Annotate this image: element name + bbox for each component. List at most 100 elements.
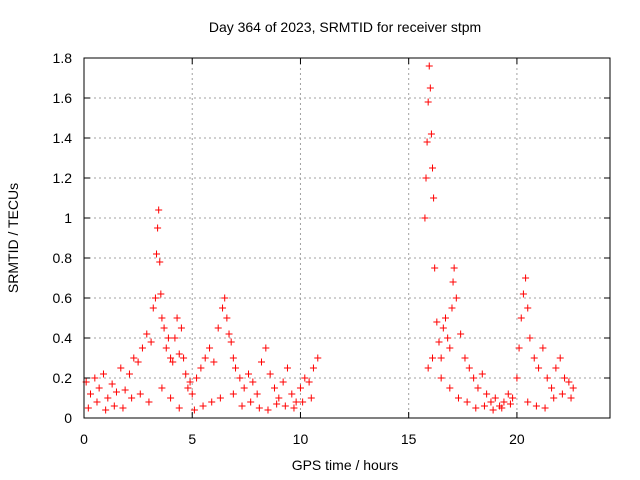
data-point <box>210 358 218 366</box>
data-point <box>229 354 237 362</box>
data-point <box>175 350 183 358</box>
data-point <box>437 374 445 382</box>
data-point <box>214 324 222 332</box>
y-tick-label: 1.6 <box>53 90 73 106</box>
data-point <box>292 398 300 406</box>
data-point <box>93 398 101 406</box>
data-point <box>279 378 287 386</box>
data-point <box>491 394 499 402</box>
data-point <box>552 364 560 372</box>
chart-title: Day 364 of 2023, SRMTID for receiver stp… <box>209 19 481 35</box>
data-point <box>143 330 151 338</box>
data-point <box>430 194 438 202</box>
data-point <box>524 304 532 312</box>
y-tick-label: 0 <box>64 410 72 426</box>
data-point <box>158 384 166 392</box>
data-point <box>216 394 224 402</box>
data-point <box>565 378 573 386</box>
y-tick-label: 1.4 <box>53 130 73 146</box>
x-tick-label: 15 <box>401 431 417 447</box>
data-point <box>457 330 465 338</box>
data-point <box>487 398 495 406</box>
y-tick-label: 0.2 <box>53 370 73 386</box>
data-point <box>264 406 272 414</box>
data-point <box>99 370 107 378</box>
data-point <box>301 374 309 382</box>
y-tick-label: 0.6 <box>53 290 73 306</box>
data-point <box>219 304 227 312</box>
data-point <box>429 354 437 362</box>
tick-labels: 0 5 10 15 20 0 0.2 0.4 0.6 0.8 1 1.2 1.4 1.6 1.8 <box>53 50 525 447</box>
data-point <box>156 258 164 266</box>
data-point <box>530 354 538 362</box>
y-tick-label: 0.4 <box>53 330 73 346</box>
data-point <box>452 294 460 302</box>
data-point <box>509 394 517 402</box>
data-point <box>446 384 454 392</box>
data-point <box>532 402 540 410</box>
data-point <box>421 214 429 222</box>
data-point <box>130 354 138 362</box>
data-point <box>517 314 525 322</box>
data-point <box>180 354 188 362</box>
data-point <box>171 334 179 342</box>
data-point <box>270 384 278 392</box>
data-point <box>266 370 274 378</box>
data-point <box>524 398 532 406</box>
data-point <box>193 374 201 382</box>
data-point <box>134 358 142 366</box>
data-point <box>229 390 237 398</box>
data-point <box>208 398 216 406</box>
data-point <box>535 364 543 372</box>
data-point <box>470 374 478 382</box>
data-point <box>249 378 257 386</box>
data-point <box>425 62 433 70</box>
data-point <box>500 398 508 406</box>
data-point <box>84 404 92 412</box>
data-point <box>437 354 445 362</box>
data-point <box>498 404 506 412</box>
data-point <box>474 384 482 392</box>
data-point <box>515 344 523 352</box>
data-point <box>147 338 155 346</box>
y-tick-label: 0.8 <box>53 250 73 266</box>
data-point <box>567 394 575 402</box>
data-points <box>82 62 577 414</box>
data-point <box>569 384 577 392</box>
data-point <box>149 304 157 312</box>
data-point <box>558 390 566 398</box>
data-point <box>519 290 527 298</box>
data-point <box>435 338 443 346</box>
x-tick-label: 5 <box>188 431 196 447</box>
data-point <box>427 130 435 138</box>
data-point <box>102 406 110 414</box>
data-point <box>138 344 146 352</box>
data-point <box>223 314 231 322</box>
data-point <box>136 390 144 398</box>
data-point <box>169 358 177 366</box>
data-point <box>548 384 556 392</box>
data-point <box>182 370 190 378</box>
plot-frame <box>83 57 611 419</box>
data-point <box>255 404 263 412</box>
data-point <box>472 404 480 412</box>
data-point <box>281 402 289 410</box>
x-tick-label: 20 <box>509 431 525 447</box>
data-point <box>201 354 209 362</box>
data-point <box>153 250 161 258</box>
data-point <box>151 294 159 302</box>
data-point <box>433 318 441 326</box>
data-point <box>186 378 194 386</box>
data-point <box>262 344 270 352</box>
data-point <box>253 390 261 398</box>
data-point <box>121 386 129 394</box>
data-point <box>128 394 136 402</box>
data-point <box>104 394 112 402</box>
data-point <box>162 344 170 352</box>
data-point <box>173 314 181 322</box>
data-point <box>439 324 447 332</box>
data-point <box>314 354 322 362</box>
x-tick-label: 0 <box>80 431 88 447</box>
data-point <box>513 374 521 382</box>
data-point <box>541 404 549 412</box>
